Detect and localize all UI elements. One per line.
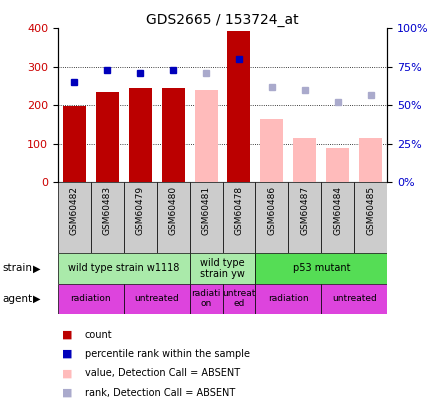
Text: ■: ■ (62, 369, 73, 378)
Text: GSM60485: GSM60485 (366, 186, 375, 235)
Bar (293, 138, 316, 182)
Bar (255, 253, 387, 284)
Text: rank, Detection Call = ABSENT: rank, Detection Call = ABSENT (85, 388, 235, 398)
Text: wild type
strain yw: wild type strain yw (200, 258, 245, 279)
Text: GSM60484: GSM60484 (333, 186, 342, 235)
Text: agent: agent (2, 294, 32, 304)
Text: ■: ■ (62, 349, 73, 359)
Bar (321, 182, 354, 253)
Bar (162, 87, 185, 182)
Text: GSM60483: GSM60483 (103, 186, 112, 235)
Text: count: count (85, 330, 112, 339)
Text: GSM60480: GSM60480 (169, 186, 178, 235)
Bar (222, 182, 255, 253)
Text: untreated: untreated (332, 294, 376, 303)
Text: GSM60479: GSM60479 (136, 186, 145, 235)
Bar (255, 182, 288, 253)
Bar (58, 253, 190, 284)
Bar (260, 119, 283, 182)
Bar (96, 92, 119, 182)
Bar (129, 88, 152, 182)
Bar (288, 182, 321, 253)
Text: GSM60482: GSM60482 (70, 186, 79, 235)
Bar (194, 90, 218, 182)
Text: untreat
ed: untreat ed (222, 289, 255, 308)
Bar (222, 284, 255, 314)
Bar (227, 32, 251, 182)
Text: GSM60478: GSM60478 (235, 186, 243, 235)
Bar (91, 182, 124, 253)
Text: radiation: radiation (70, 294, 111, 303)
Text: untreated: untreated (134, 294, 179, 303)
Title: GDS2665 / 153724_at: GDS2665 / 153724_at (146, 13, 299, 27)
Bar (190, 182, 222, 253)
Text: ▶: ▶ (33, 294, 41, 304)
Bar (124, 182, 157, 253)
Bar (58, 182, 91, 253)
Bar (124, 284, 190, 314)
Text: GSM60481: GSM60481 (202, 186, 210, 235)
Bar (58, 284, 124, 314)
Text: wild type strain w1118: wild type strain w1118 (68, 263, 179, 273)
Text: percentile rank within the sample: percentile rank within the sample (85, 349, 250, 359)
Text: value, Detection Call = ABSENT: value, Detection Call = ABSENT (85, 369, 240, 378)
Text: radiation: radiation (268, 294, 309, 303)
Bar (354, 182, 387, 253)
Bar (190, 253, 255, 284)
Bar (255, 284, 321, 314)
Bar (326, 147, 349, 182)
Text: GSM60487: GSM60487 (300, 186, 309, 235)
Text: radiati
on: radiati on (191, 289, 221, 308)
Bar (190, 284, 222, 314)
Text: ■: ■ (62, 330, 73, 339)
Bar (157, 182, 190, 253)
Text: ■: ■ (62, 388, 73, 398)
Bar (321, 284, 387, 314)
Bar (63, 107, 86, 182)
Text: p53 mutant: p53 mutant (292, 263, 350, 273)
Bar (359, 138, 382, 182)
Text: strain: strain (2, 263, 32, 273)
Text: GSM60486: GSM60486 (267, 186, 276, 235)
Text: ▶: ▶ (33, 263, 41, 273)
